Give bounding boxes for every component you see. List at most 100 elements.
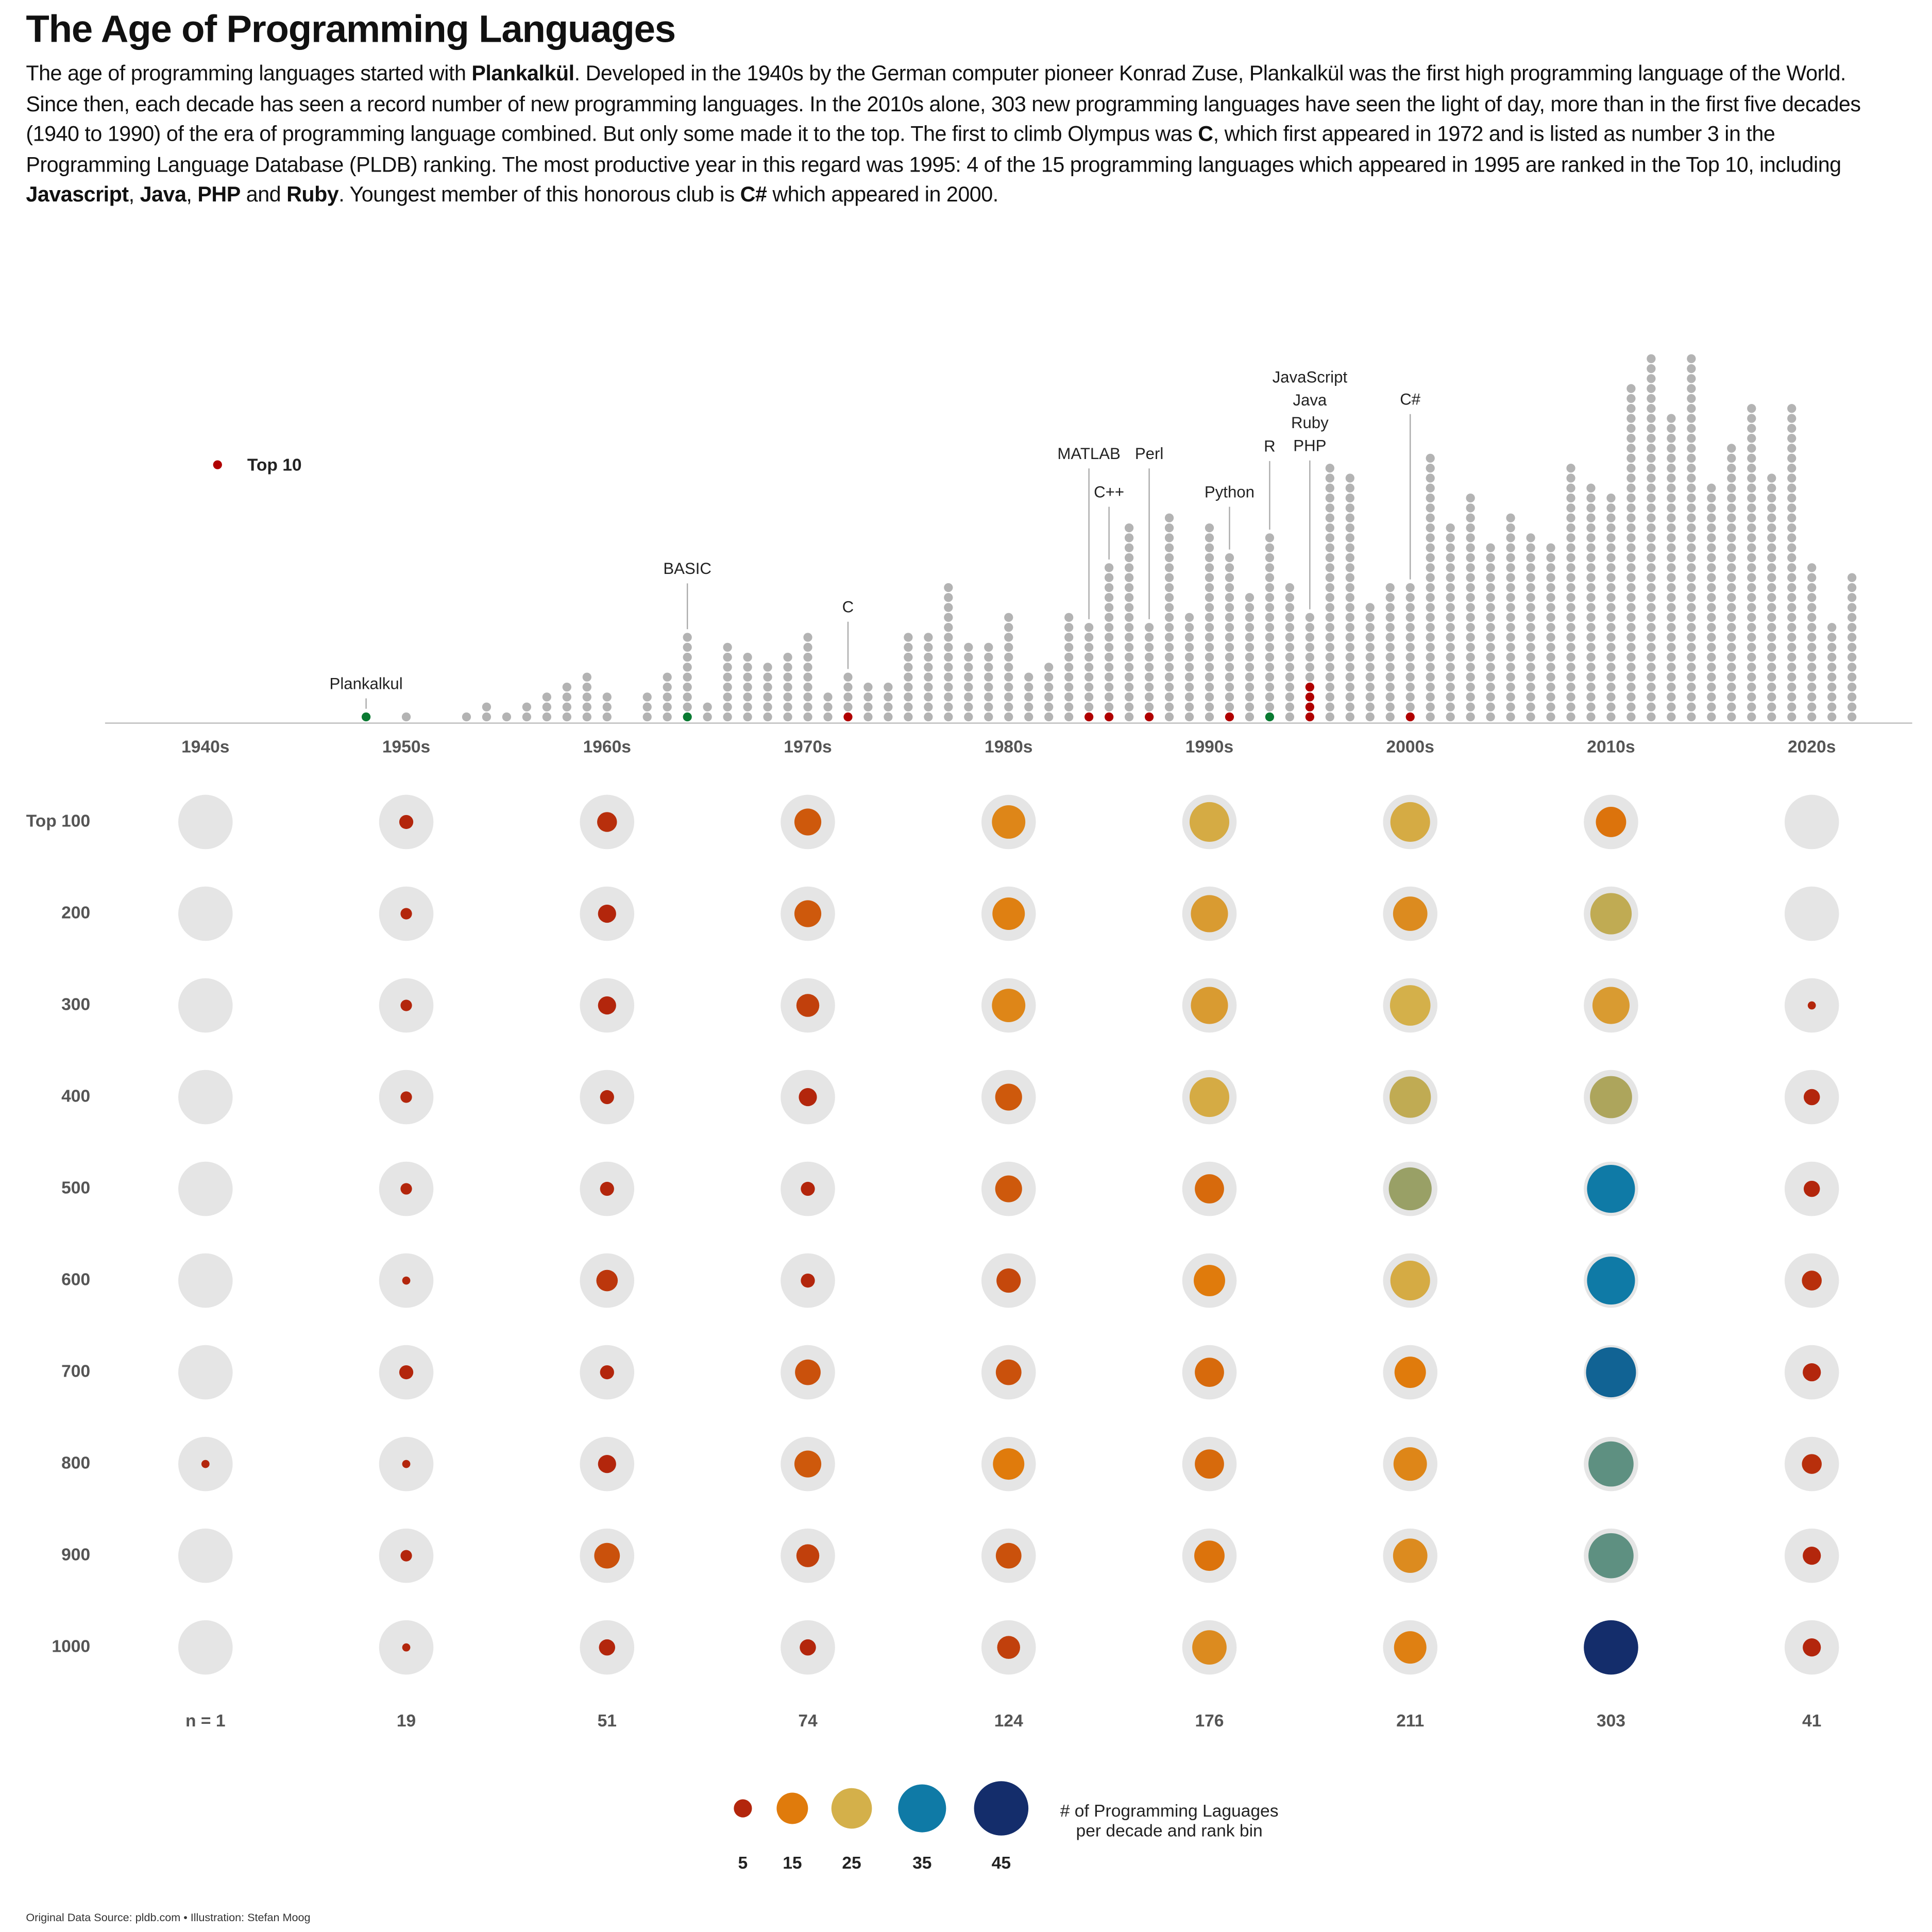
annotation: MATLAB	[1057, 445, 1120, 463]
dot	[1566, 672, 1575, 682]
annotation: Ruby	[1291, 414, 1329, 432]
dot	[1486, 663, 1495, 672]
dot	[1285, 682, 1295, 692]
dot	[924, 712, 933, 722]
dot	[1787, 533, 1797, 543]
dot	[1667, 563, 1676, 572]
dot	[1667, 672, 1676, 682]
dot	[1787, 603, 1797, 612]
dot	[1225, 593, 1234, 602]
dot	[1807, 603, 1817, 612]
dot	[1747, 663, 1756, 672]
dot	[1265, 702, 1275, 711]
dot	[1164, 613, 1174, 622]
dot	[1024, 692, 1033, 702]
bubble	[400, 1550, 412, 1562]
dot	[1184, 672, 1194, 682]
dot	[1667, 444, 1676, 453]
dot	[1184, 642, 1194, 652]
dot	[1767, 503, 1776, 513]
dot	[1506, 642, 1515, 652]
dot	[904, 642, 913, 652]
dot	[1747, 533, 1756, 543]
dot	[924, 682, 933, 692]
dot	[1626, 404, 1636, 413]
dot	[1787, 464, 1797, 473]
dot	[1104, 663, 1114, 672]
dot	[1265, 593, 1275, 602]
dot	[1707, 533, 1716, 543]
dot	[1526, 682, 1535, 692]
dot	[1727, 503, 1736, 513]
dot	[1526, 593, 1535, 602]
dot	[944, 672, 953, 682]
dot	[1687, 533, 1696, 543]
dot	[1084, 663, 1094, 672]
dot	[1245, 663, 1255, 672]
dot	[1606, 672, 1616, 682]
dot	[1245, 603, 1255, 612]
bubble	[594, 1543, 620, 1569]
dot	[1285, 702, 1295, 711]
dot	[1787, 702, 1797, 711]
dot	[522, 702, 532, 711]
dot	[1827, 642, 1837, 652]
dot	[1205, 613, 1214, 622]
dot	[1647, 613, 1656, 622]
dot	[1405, 583, 1415, 592]
dot	[944, 653, 953, 662]
dot	[1787, 613, 1797, 622]
dot	[1466, 712, 1475, 722]
dot	[1647, 354, 1656, 363]
dot	[1164, 712, 1174, 722]
dot	[1486, 712, 1495, 722]
bubble	[1802, 1454, 1822, 1474]
annotation: Java	[1293, 391, 1327, 409]
dot	[1205, 642, 1214, 652]
intro-run: Ruby	[286, 182, 339, 207]
dot	[1687, 404, 1696, 413]
dot	[1566, 503, 1575, 513]
dot	[1687, 473, 1696, 483]
bubble	[400, 999, 412, 1011]
bubble	[1195, 1358, 1224, 1387]
dot	[1566, 583, 1575, 592]
dot	[1767, 583, 1776, 592]
dot	[1345, 494, 1354, 503]
legend-label: Top 10	[247, 455, 302, 474]
dot	[1486, 633, 1495, 642]
dot	[1647, 404, 1656, 413]
dot	[1707, 583, 1716, 592]
dot	[1687, 583, 1696, 592]
dot	[1446, 543, 1455, 552]
dot	[1707, 663, 1716, 672]
dot	[1747, 483, 1756, 493]
dot	[803, 633, 812, 642]
dot	[1225, 663, 1234, 672]
dot	[1526, 653, 1535, 662]
x-tick-label: 1950s	[382, 737, 430, 756]
annotation: PHP	[1293, 437, 1326, 455]
dot	[1184, 623, 1194, 632]
dot	[1767, 603, 1776, 612]
row-label: 500	[61, 1178, 90, 1197]
highlight-dot	[1144, 712, 1154, 722]
dot	[1265, 653, 1275, 662]
dot	[1606, 633, 1616, 642]
dot	[1426, 513, 1435, 522]
dot	[1606, 692, 1616, 702]
dot	[1667, 702, 1676, 711]
dot	[1707, 503, 1716, 513]
dot	[663, 702, 672, 711]
dot	[1305, 653, 1314, 662]
dot	[1446, 712, 1455, 722]
dot	[1687, 682, 1696, 692]
dot	[1848, 682, 1857, 692]
dot	[1225, 623, 1234, 632]
dot	[642, 712, 652, 722]
dot	[1727, 692, 1736, 702]
dot	[1426, 543, 1435, 552]
dot	[1546, 543, 1555, 552]
dot	[1687, 603, 1696, 612]
dot	[562, 692, 571, 702]
